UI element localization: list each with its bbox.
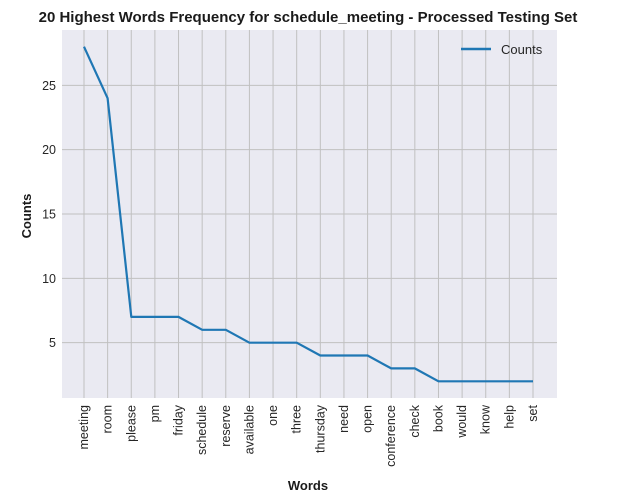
x-tick-label: help — [502, 405, 516, 429]
x-axis-label: Words — [288, 478, 328, 493]
x-tick-label: room — [101, 405, 115, 433]
x-tick-label: one — [266, 405, 280, 426]
x-tick-label: please — [124, 405, 138, 442]
y-tick-label: 15 — [42, 208, 56, 222]
y-axis-ticks: 5 10 15 20 25 — [42, 79, 56, 350]
x-tick-label: know — [479, 404, 493, 434]
grid-lines — [62, 30, 557, 398]
y-tick-label: 25 — [42, 79, 56, 93]
x-tick-label: conference — [384, 405, 398, 467]
x-tick-label: friday — [172, 404, 186, 435]
x-tick-label: pm — [148, 405, 162, 422]
y-tick-label: 10 — [42, 272, 56, 286]
x-tick-label: open — [361, 405, 375, 433]
x-tick-label: schedule — [195, 405, 209, 455]
x-tick-label: meeting — [77, 405, 91, 450]
counts-series-line — [82, 46, 533, 383]
x-tick-label: thursday — [313, 404, 327, 453]
x-tick-label: check — [408, 404, 422, 437]
x-tick-label: reserve — [219, 405, 233, 447]
x-tick-label: would — [455, 405, 469, 439]
x-tick-label: three — [290, 405, 304, 434]
legend: Counts — [461, 42, 543, 57]
x-axis-ticks: meeting room please pm friday schedule reserve… — [77, 404, 540, 467]
x-tick-label: set — [526, 404, 540, 421]
y-tick-label: 5 — [49, 336, 56, 350]
x-tick-label: book — [431, 404, 445, 432]
y-tick-label: 20 — [42, 143, 56, 157]
y-axis-label: Counts — [19, 194, 34, 239]
x-tick-label: need — [337, 405, 351, 433]
x-tick-label: available — [242, 405, 256, 454]
chart-title: 20 Highest Words Frequency for schedule_… — [39, 9, 578, 26]
legend-label-counts: Counts — [501, 42, 543, 57]
